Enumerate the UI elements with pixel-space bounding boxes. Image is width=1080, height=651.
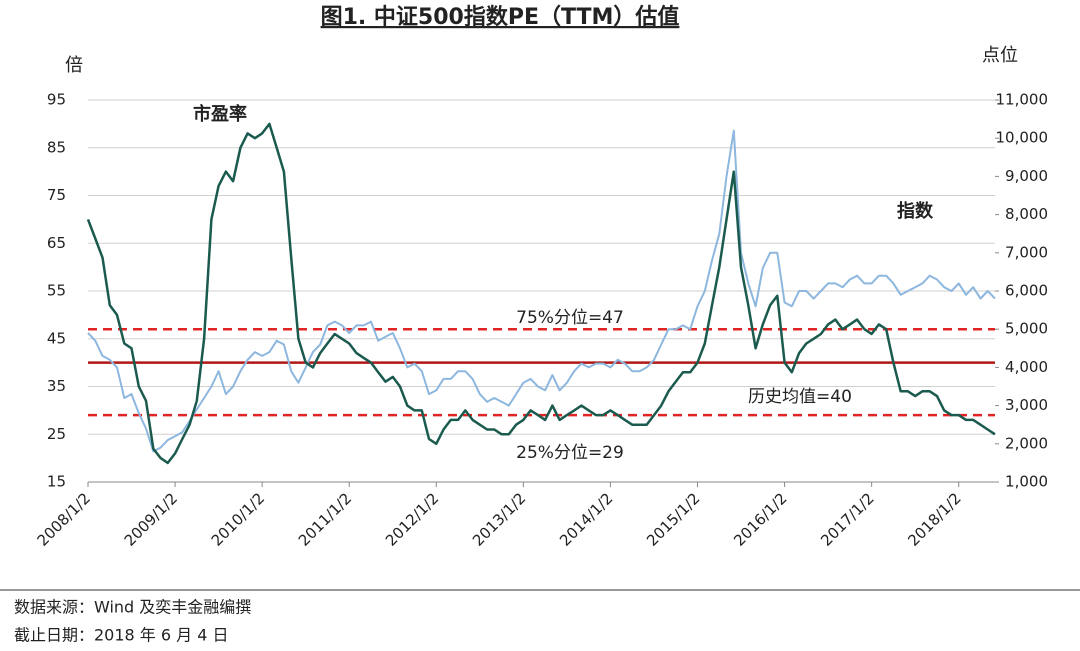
series-line (87, 129, 996, 453)
y-axis-title: 倍 (65, 55, 83, 76)
x-tick-label: 2012/1/2 (382, 489, 442, 549)
reference-label: 历史均值=40 (748, 387, 852, 407)
series-label: 指数 (897, 200, 934, 222)
y2-tick-label: 9,000 (1005, 167, 1048, 185)
y2-tick-label: 4,000 (1005, 358, 1048, 376)
series-line (86, 122, 996, 465)
date-note: 截止日期：2018 年 6 月 4 日 (14, 626, 229, 645)
x-tick-label: 2009/1/2 (121, 489, 181, 549)
x-tick-label: 2018/1/2 (904, 489, 964, 549)
y2-tick-label: 2,000 (1005, 434, 1048, 452)
y2-tick-label: 6,000 (1005, 282, 1048, 300)
y2-tick-label: 10,000 (996, 129, 1049, 147)
source-note: 数据来源：Wind 及奕丰金融编撰 (14, 598, 251, 617)
x-tick-label: 2013/1/2 (469, 489, 529, 549)
reference-label: 75%分位=47 (516, 308, 624, 328)
y2-tick-label: 3,000 (1005, 396, 1048, 414)
x-tick-label: 2011/1/2 (295, 489, 355, 549)
y-tick-label: 95 (47, 91, 66, 109)
y-tick-label: 65 (47, 234, 66, 252)
x-tick-label: 2008/1/2 (34, 489, 94, 549)
x-tick-label: 2014/1/2 (556, 489, 616, 549)
x-tick-label: 2017/1/2 (817, 489, 877, 549)
y2-tick-label: 8,000 (1005, 205, 1048, 223)
x-tick-label: 2016/1/2 (730, 489, 790, 549)
y2-tick-label: 5,000 (1005, 320, 1048, 338)
y-tick-label: 75 (47, 186, 66, 204)
y2-tick-label: 1,000 (1005, 473, 1048, 491)
y2-tick-label: 7,000 (1005, 243, 1048, 261)
series-label: 市盈率 (193, 103, 247, 125)
chart-title: 图1. 中证500指数PE（TTM）估值 (321, 4, 680, 30)
y-tick-label: 15 (47, 473, 66, 491)
y-tick-label: 55 (47, 282, 66, 300)
x-tick-label: 2010/1/2 (208, 489, 268, 549)
y-tick-label: 45 (47, 329, 66, 347)
y2-axis-title: 点位 (982, 45, 1018, 66)
y-tick-label: 85 (47, 138, 66, 156)
reference-label: 25%分位=29 (516, 443, 624, 463)
y-tick-label: 25 (47, 425, 66, 443)
y-tick-label: 35 (47, 377, 66, 395)
x-tick-label: 2015/1/2 (643, 489, 703, 549)
y2-tick-label: 11,000 (996, 91, 1049, 109)
